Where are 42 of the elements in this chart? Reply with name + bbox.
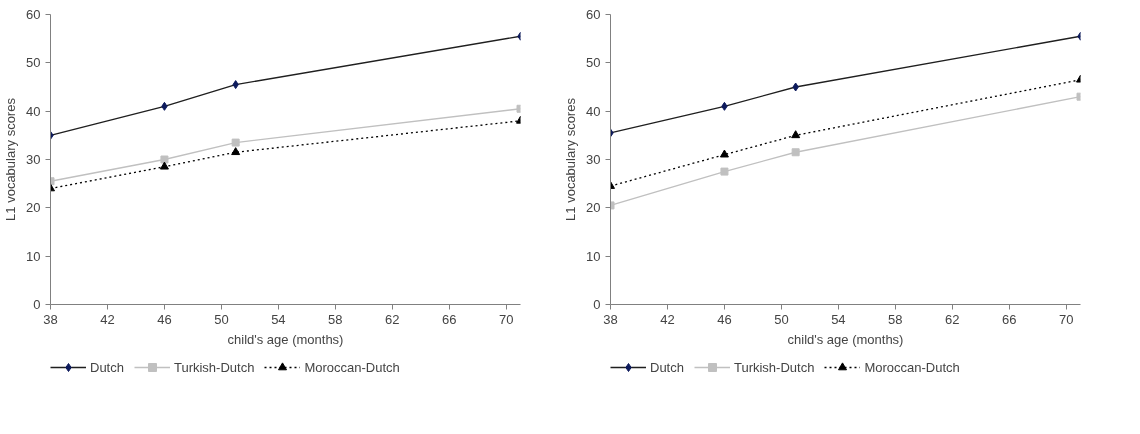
x-tick-label: 70 — [1059, 311, 1074, 327]
y-tick-label: 10 — [26, 248, 41, 264]
y-tick-label: 0 — [593, 297, 601, 312]
x-tick-label: 50 — [774, 311, 789, 327]
x-tick-label: 70 — [499, 311, 514, 327]
x-tick-label: 66 — [1002, 311, 1017, 327]
x-axis-title: child's age (months) — [227, 331, 344, 347]
y-tick-label: 30 — [26, 152, 41, 167]
y-axis-title: L1 vocabulary scores — [3, 97, 19, 221]
y-tick-label: 40 — [586, 103, 601, 119]
y-tick-label: 50 — [586, 55, 601, 71]
x-tick-label: 58 — [888, 311, 903, 327]
y-tick-label: 20 — [26, 200, 41, 216]
x-tick-label: 62 — [945, 311, 960, 327]
x-tick-label: 62 — [385, 311, 400, 327]
x-tick-label: 42 — [660, 311, 675, 327]
x-axis-title: child's age (months) — [787, 331, 904, 347]
x-tick-label: 54 — [831, 311, 846, 327]
x-tick-label: 38 — [603, 311, 618, 327]
x-tick-label: 38 — [43, 311, 58, 327]
x-tick-label: 66 — [442, 311, 457, 327]
x-tick-label: 50 — [214, 311, 229, 327]
legend-label: Moroccan-Dutch — [304, 359, 400, 375]
y-tick-label: 60 — [586, 7, 601, 22]
y-tick-label: 30 — [586, 152, 601, 167]
x-tick-label: 54 — [271, 311, 286, 327]
y-tick-label: 20 — [586, 200, 601, 216]
y-tick-label: 50 — [26, 55, 41, 71]
x-tick-label: 42 — [100, 311, 115, 327]
y-tick-label: 40 — [26, 103, 41, 119]
y-tick-label: 0 — [33, 297, 41, 312]
legend-label: Turkish-Dutch — [173, 359, 255, 375]
legend-label: Dutch — [90, 359, 124, 375]
y-tick-label: 60 — [26, 7, 41, 22]
legend-label: Dutch — [650, 359, 684, 375]
y-tick-label: 10 — [586, 248, 601, 264]
x-tick-label: 46 — [157, 311, 172, 327]
legend-label: Moroccan-Dutch — [864, 359, 960, 375]
legend-label: Turkish-Dutch — [733, 359, 815, 375]
x-tick-label: 46 — [717, 311, 732, 327]
x-tick-label: 58 — [328, 311, 343, 327]
y-axis-title: L1 vocabulary scores — [563, 97, 579, 221]
